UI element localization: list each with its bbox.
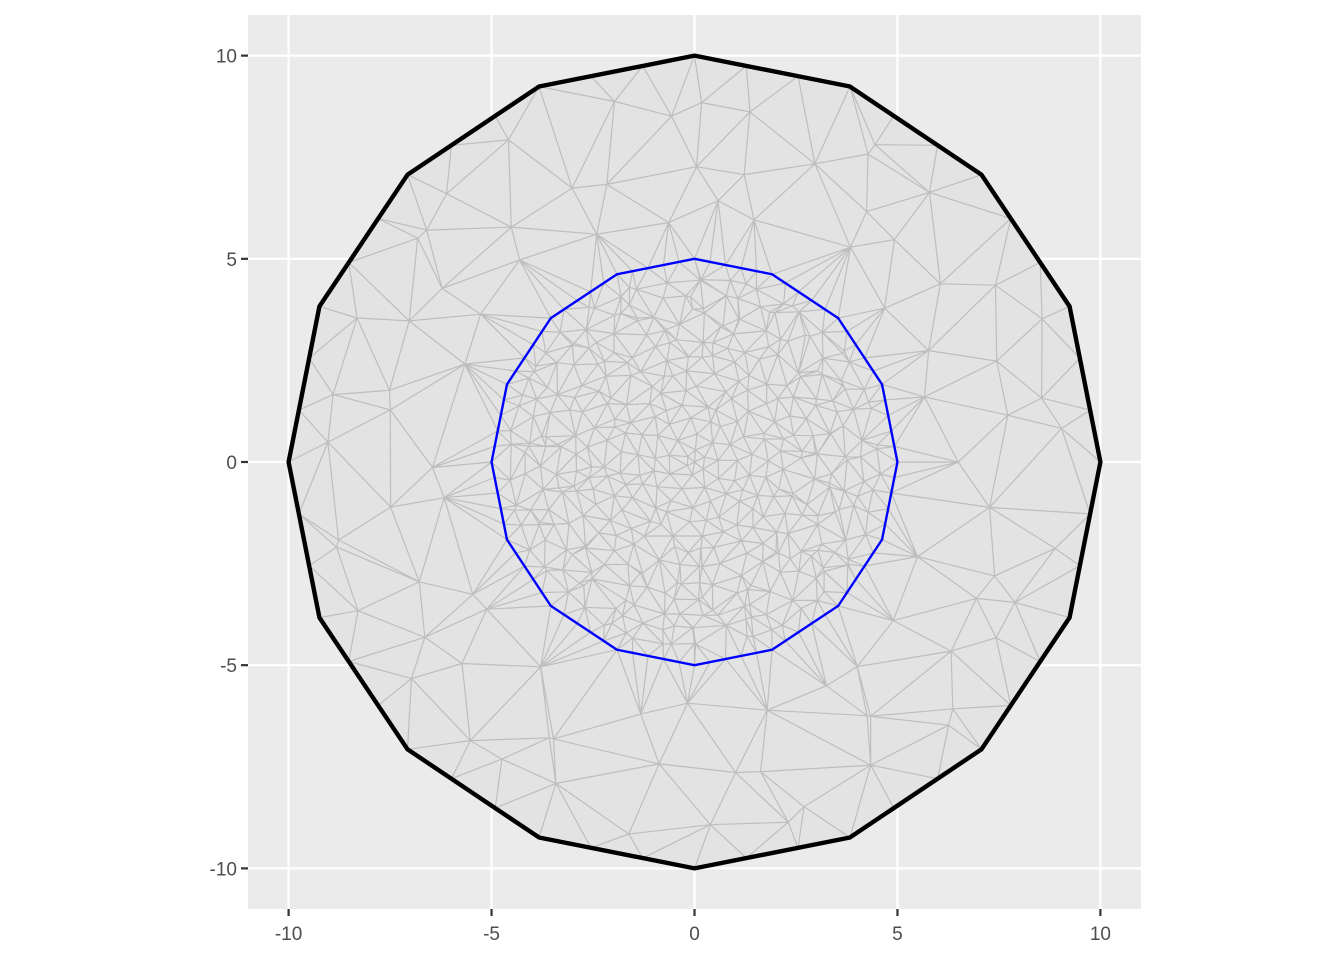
boundaries [286,53,1103,871]
y-axis: -10 -5 0 5 10 [210,47,248,880]
y-tick-label: 0 [226,453,237,474]
x-tick-label: -10 [275,924,302,945]
x-tick-label: 10 [1090,924,1111,945]
y-tick-label: -5 [220,656,237,677]
x-tick-label: -5 [483,924,500,945]
x-axis: -10 -5 0 5 10 [275,909,1111,945]
axes: -10 -5 0 5 10 -10 -5 0 5 10 [210,47,1111,945]
x-tick-label: 0 [689,924,700,945]
x-tick-label: 5 [892,924,903,945]
y-tick-label: 5 [226,250,237,271]
y-tick-label: 10 [216,47,237,68]
inner-boundary [490,257,899,667]
y-tick-label: -10 [210,859,237,880]
outer-boundary [286,53,1103,871]
